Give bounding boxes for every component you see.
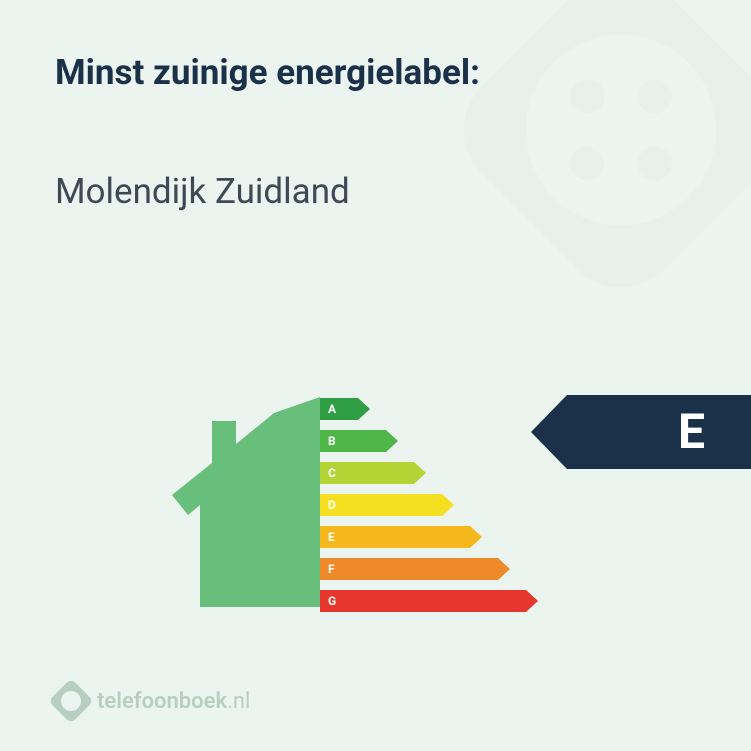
energy-bar	[320, 526, 482, 548]
energy-bar-label: B	[328, 430, 336, 452]
energy-bar-row: G	[320, 587, 580, 617]
card-subtitle: Molendijk Zuidland	[55, 171, 696, 212]
footer: telefoonboek.nl	[55, 685, 250, 717]
footer-brand: telefoonboek.nl	[97, 689, 250, 714]
energy-bar	[320, 558, 510, 580]
energy-bar-label: E	[328, 526, 335, 548]
brand-tld: .nl	[227, 689, 250, 714]
rating-badge: E	[531, 395, 751, 469]
house-icon	[170, 397, 320, 607]
energy-bar	[320, 590, 538, 612]
logo-icon	[48, 678, 93, 723]
energy-bar-label: A	[328, 398, 336, 420]
card-title: Minst zuinige energielabel:	[55, 52, 696, 93]
energy-bar	[320, 494, 454, 516]
energy-card: Minst zuinige energielabel: Molendijk Zu…	[0, 0, 751, 751]
rating-letter: E	[678, 395, 705, 469]
energy-bar-label: D	[328, 494, 336, 516]
energy-chart: ABCDEFG	[170, 375, 590, 625]
palette-bg-icon	[451, 0, 751, 300]
energy-bar-row: F	[320, 555, 580, 585]
brand-name: telefoonboek	[97, 689, 227, 714]
energy-bar-row: E	[320, 523, 580, 553]
energy-bar-label: G	[328, 590, 336, 612]
energy-bar-label: C	[328, 462, 336, 484]
energy-bar-label: F	[328, 558, 335, 580]
energy-bar-row: D	[320, 491, 580, 521]
